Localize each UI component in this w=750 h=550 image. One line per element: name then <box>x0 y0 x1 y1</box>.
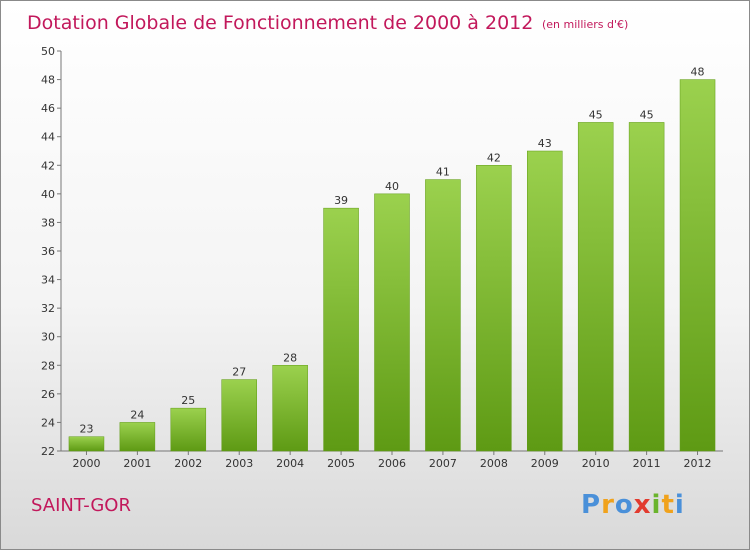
chart-title: Dotation Globale de Fonctionnement de 20… <box>27 12 533 34</box>
y-tick-label: 28 <box>41 359 55 372</box>
x-tick-label: 2007 <box>429 457 457 470</box>
bar-2001 <box>119 422 156 452</box>
chart-subtitle: (en milliers d'€) <box>542 18 628 31</box>
x-tick-label: 2002 <box>174 457 202 470</box>
x-tick-label: 2009 <box>531 457 559 470</box>
data-label-2003: 27 <box>232 366 246 379</box>
bar-2006 <box>374 193 410 452</box>
y-tick-label: 40 <box>41 188 55 201</box>
bar-2011 <box>628 122 665 452</box>
data-label-2005: 39 <box>334 194 348 207</box>
x-tick-label: 2005 <box>327 457 355 470</box>
data-label-2006: 40 <box>385 180 399 193</box>
x-tick-label: 2006 <box>378 457 406 470</box>
bar-2004 <box>272 365 308 452</box>
data-label-2008: 42 <box>487 151 501 164</box>
data-label-2011: 45 <box>640 108 654 121</box>
y-tick-label: 30 <box>41 331 55 344</box>
x-tick-label: 2012 <box>684 457 712 470</box>
y-tick-label: 36 <box>41 245 55 258</box>
bars: 23 24 25 27 28 39 40 41 42 43 45 45 48 <box>68 66 716 452</box>
x-tick-label: 2000 <box>72 457 100 470</box>
y-tick-label: 32 <box>41 302 55 315</box>
data-label-2009: 43 <box>538 137 552 150</box>
y-tick-label: 26 <box>41 388 55 401</box>
commune-name: SAINT-GOR <box>31 495 131 516</box>
data-label-2010: 45 <box>589 108 603 121</box>
data-label-2002: 25 <box>181 394 195 407</box>
bar-2007 <box>425 179 461 452</box>
data-label-2001: 24 <box>130 408 144 421</box>
y-tick-label: 34 <box>41 274 55 287</box>
x-tick-label: 2001 <box>123 457 151 470</box>
data-label-2007: 41 <box>436 166 450 179</box>
bar-2000 <box>68 436 105 452</box>
bar-2002 <box>170 407 207 452</box>
x-tick-label: 2004 <box>276 457 304 470</box>
y-axis: 22 24 26 28 30 32 34 36 38 40 42 44 46 48 50 <box>41 45 62 458</box>
bar-2003 <box>221 379 257 452</box>
y-tick-label: 24 <box>41 416 55 429</box>
y-tick-label: 44 <box>41 131 55 144</box>
bar-2008 <box>476 165 512 452</box>
data-label-2012: 48 <box>691 66 705 79</box>
bar-2012 <box>679 79 716 452</box>
x-tick-label: 2010 <box>582 457 610 470</box>
x-axis: 2000 2001 2002 2003 2004 2005 2006 2007 2008 2009… <box>61 450 723 470</box>
y-tick-label: 38 <box>41 216 55 229</box>
y-tick-label: 50 <box>41 45 55 58</box>
y-tick-label: 42 <box>41 159 55 172</box>
y-tick-label: 22 <box>41 445 55 458</box>
bar-2005 <box>323 207 359 452</box>
bar-2009 <box>527 150 563 452</box>
x-tick-label: 2003 <box>225 457 253 470</box>
y-tick-label: 46 <box>41 102 55 115</box>
proxiti-logo: Proxiti <box>581 490 685 520</box>
y-tick-label: 48 <box>41 74 55 87</box>
data-label-2004: 28 <box>283 351 297 364</box>
data-label-2000: 23 <box>79 423 93 436</box>
bar-2010 <box>577 122 614 452</box>
x-tick-label: 2008 <box>480 457 508 470</box>
x-tick-label: 2011 <box>633 457 661 470</box>
